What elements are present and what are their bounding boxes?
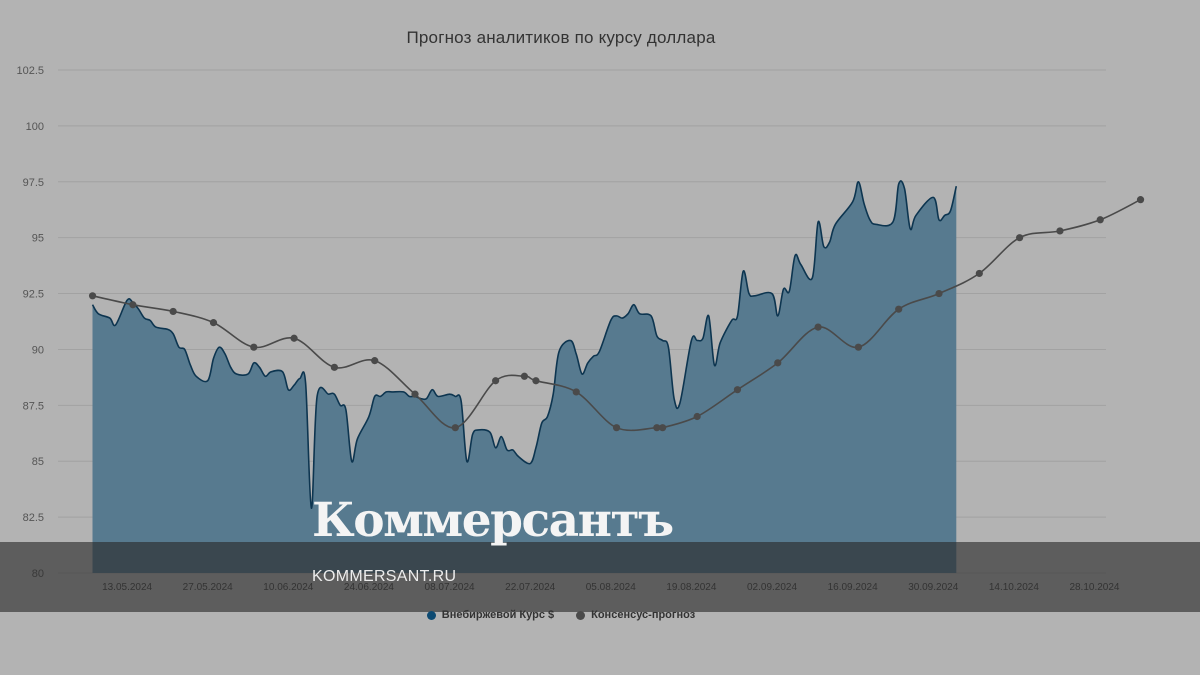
forecast-point[interactable]: [250, 343, 258, 351]
y-tick-label: 90: [32, 344, 44, 356]
forecast-point[interactable]: [129, 301, 137, 309]
spot-rate-series: [91, 180, 958, 573]
chart-legend: Внебиржевой Курс $ Консенсус-прогноз: [0, 609, 1122, 621]
forecast-point[interactable]: [693, 412, 701, 421]
forecast-point[interactable]: [88, 292, 97, 300]
forecast-point[interactable]: [451, 424, 459, 432]
forecast-point[interactable]: [572, 388, 580, 396]
forecast-point[interactable]: [330, 363, 338, 371]
watermark-band: [0, 542, 1200, 612]
forecast-point[interactable]: [774, 359, 782, 367]
forecast-point[interactable]: [1056, 227, 1064, 235]
forecast-point[interactable]: [1096, 216, 1104, 224]
kommersant-logo: Коммерсантъ: [312, 493, 674, 548]
forecast-point[interactable]: [733, 386, 742, 394]
kommersant-site-label: KOMMERSANT.RU: [312, 568, 457, 585]
forecast-point[interactable]: [532, 377, 540, 385]
legend-item-spot-rate[interactable]: Внебиржевой Курс $: [426, 609, 555, 621]
forecast-series: [88, 196, 1145, 432]
forecast-point[interactable]: [492, 377, 500, 385]
forecast-point[interactable]: [935, 289, 943, 298]
y-tick-label: 87.5: [23, 400, 44, 412]
forecast-point[interactable]: [659, 424, 667, 432]
legend-item-forecast[interactable]: Консенсус-прогноз: [576, 609, 695, 621]
forecast-point[interactable]: [290, 334, 298, 342]
y-tick-label: 95: [32, 233, 44, 245]
y-tick-label: 85: [32, 456, 44, 468]
forecast-point[interactable]: [209, 319, 218, 327]
legend-label-spot-rate: Внебиржевой Курс $: [441, 609, 555, 621]
forecast-point[interactable]: [975, 269, 983, 278]
forecast-point[interactable]: [411, 390, 419, 398]
y-tick-label: 97.5: [23, 177, 44, 189]
y-tick-label: 100: [26, 121, 44, 133]
spot-rate-line: [91, 180, 958, 510]
forecast-point[interactable]: [814, 323, 822, 331]
forecast-point[interactable]: [612, 424, 621, 432]
forecast-point[interactable]: [854, 343, 862, 351]
legend-marker-forecast-icon: [576, 610, 586, 620]
forecast-point[interactable]: [895, 305, 903, 313]
forecast-point[interactable]: [169, 307, 177, 316]
spot-rate-area: [92, 180, 957, 573]
chart-title: Прогноз аналитиков по курсу доллара: [406, 28, 716, 47]
legend-label-forecast: Консенсус-прогноз: [591, 609, 696, 621]
forecast-point[interactable]: [1136, 196, 1145, 204]
forecast-point[interactable]: [653, 424, 661, 432]
y-tick-label: 102.5: [16, 65, 44, 77]
y-tick-label: 82.5: [23, 512, 44, 524]
y-tick-label: 92.5: [23, 289, 44, 301]
forecast-point[interactable]: [371, 357, 379, 365]
forecast-point[interactable]: [520, 372, 529, 380]
legend-marker-spot-rate-icon: [426, 610, 436, 620]
forecast-point[interactable]: [1016, 234, 1024, 242]
